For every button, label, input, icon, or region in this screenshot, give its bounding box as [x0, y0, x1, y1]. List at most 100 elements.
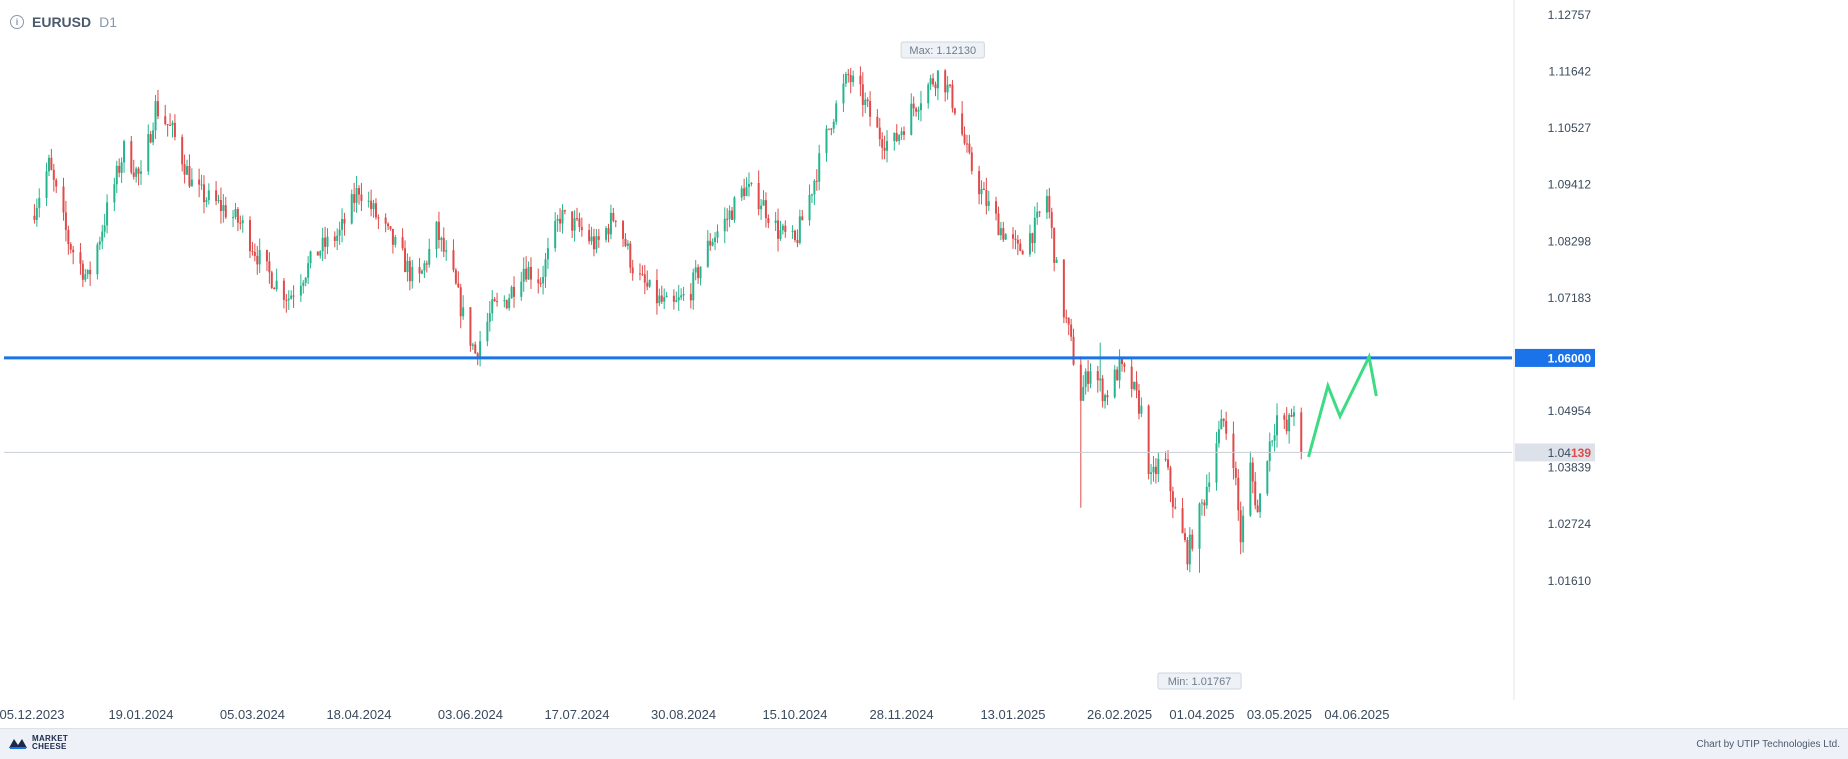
candle-body — [561, 210, 564, 224]
candle-body — [927, 84, 930, 104]
candle-body — [835, 103, 838, 122]
candle-body — [239, 222, 242, 224]
candle-body — [1106, 395, 1109, 398]
candle-body — [360, 194, 363, 201]
candle-body — [341, 219, 344, 230]
candle-body — [377, 217, 380, 219]
candle-body — [372, 203, 375, 210]
candle-body — [1031, 233, 1034, 244]
candle-body — [895, 132, 898, 141]
candle-body — [503, 300, 506, 302]
candle-body — [1055, 259, 1058, 263]
candle-body — [513, 286, 516, 297]
candle-body — [1256, 505, 1259, 513]
candle-body — [697, 267, 700, 279]
candle-body — [370, 200, 373, 210]
candle-body — [714, 237, 717, 243]
candle-body — [101, 231, 104, 242]
info-icon[interactable]: i — [10, 15, 24, 29]
candle-body — [767, 218, 770, 224]
candle-body — [1254, 481, 1257, 506]
candle-body — [1242, 515, 1245, 543]
candle-body — [910, 103, 913, 135]
candle-body — [493, 299, 496, 302]
chart-header: i EURUSD D1 — [10, 14, 117, 30]
candle-body — [750, 182, 753, 185]
candle-body — [428, 248, 431, 265]
candle-body — [936, 70, 939, 89]
candle-body — [699, 266, 702, 279]
candle-body — [149, 134, 152, 143]
candle-body — [219, 200, 222, 211]
candle-body — [89, 269, 92, 275]
level-badge[interactable] — [1515, 348, 1595, 367]
candle-body — [912, 103, 915, 109]
date-tick-label: 03.05.2025 — [1247, 707, 1312, 722]
candle-body — [462, 307, 465, 317]
date-tick-label: 19.01.2024 — [108, 707, 173, 722]
candle-body — [953, 108, 956, 114]
candle-body — [62, 186, 65, 213]
timeframe-label[interactable]: D1 — [99, 14, 118, 30]
candle-body — [757, 182, 760, 210]
candle-body — [779, 230, 782, 239]
level-badge-label: 1.06000 — [1548, 351, 1592, 365]
candle-body — [234, 209, 237, 218]
candle-body — [597, 236, 600, 240]
price-tick-label: 1.04954 — [1548, 404, 1592, 418]
candle-body — [72, 249, 75, 253]
candle-body — [1133, 381, 1136, 389]
candle-body — [982, 188, 985, 190]
price-tick-label: 1.08298 — [1548, 234, 1592, 248]
candle-body — [963, 134, 966, 144]
candle-body — [694, 267, 697, 273]
candle-body — [1079, 364, 1082, 401]
candle-body — [1266, 460, 1269, 494]
candle-body — [900, 131, 903, 136]
candle-body — [188, 166, 191, 187]
candle-body — [520, 281, 523, 297]
candle-body — [919, 103, 922, 111]
candle-body — [137, 168, 140, 174]
candle-body — [878, 127, 881, 140]
candle-body — [760, 205, 763, 210]
date-tick-label: 18.04.2024 — [326, 707, 391, 722]
candle-body — [607, 228, 610, 235]
candle-body — [120, 162, 123, 173]
price-axis[interactable]: 1.12757 1.11642 1.10527 1.09412 1.08298 1.071… — [1513, 0, 1595, 700]
candle-body — [1234, 468, 1237, 478]
candle-body — [944, 70, 947, 93]
candle-body — [169, 124, 172, 126]
candle-body — [1276, 415, 1279, 436]
candle-body — [350, 194, 353, 224]
candle-body — [869, 100, 872, 117]
candle-body — [544, 259, 547, 277]
candle-body — [1065, 317, 1068, 319]
candle-body — [859, 75, 862, 85]
candle-body — [546, 248, 549, 260]
candle-body — [641, 274, 644, 276]
candle-body — [675, 300, 678, 302]
candle-body — [35, 207, 38, 220]
candle-body — [265, 249, 268, 262]
candle-body — [1237, 477, 1240, 511]
candle-body — [1014, 238, 1017, 240]
candle-body — [1116, 369, 1119, 381]
candle-body — [842, 83, 845, 104]
candle-body — [537, 279, 540, 284]
candle-body — [86, 269, 89, 275]
time-axis[interactable]: 05.12.2023 19.01.2024 05.03.2024 18.04.2024… — [0, 707, 1389, 722]
chart-credit: Chart by UTIP Technologies Ltd. — [1696, 739, 1840, 750]
candle-body — [454, 269, 457, 284]
candle-body — [183, 164, 186, 175]
candle-body — [844, 74, 847, 84]
candle-body — [367, 200, 370, 202]
candle-body — [1259, 493, 1262, 513]
candle-body — [1208, 482, 1211, 487]
candle-body — [98, 241, 101, 245]
candle-body — [232, 217, 235, 219]
candle-body — [1089, 371, 1092, 384]
candle-body — [268, 261, 271, 273]
market-cheese-logo[interactable]: MARKET CHEESE — [8, 735, 68, 751]
